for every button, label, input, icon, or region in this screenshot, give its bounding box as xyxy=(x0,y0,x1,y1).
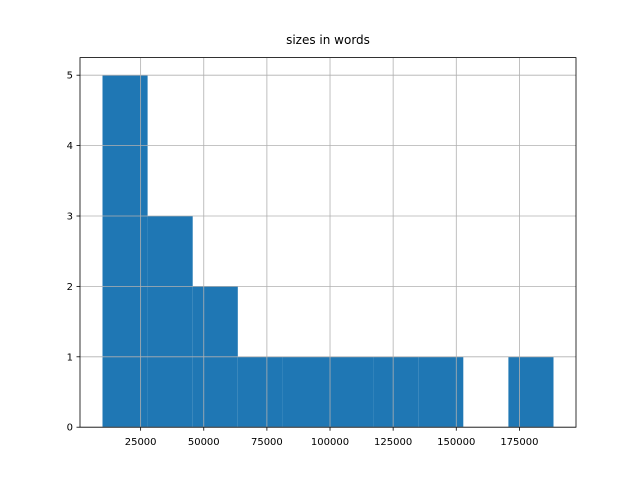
bar xyxy=(147,216,193,428)
bar xyxy=(373,356,419,428)
bar xyxy=(328,356,374,428)
x-tick-label: 50000 xyxy=(188,437,220,448)
x-tick-label: 175000 xyxy=(500,437,538,448)
y-tick-label: 5 xyxy=(67,71,73,82)
y-tick-label: 1 xyxy=(67,352,73,363)
y-tick-label: 3 xyxy=(67,212,73,223)
bar xyxy=(282,356,328,428)
x-tick-label: 100000 xyxy=(311,437,349,448)
x-tick-label: 125000 xyxy=(374,437,412,448)
bar xyxy=(102,75,148,428)
y-tick-label: 0 xyxy=(67,423,73,434)
x-tick-label: 75000 xyxy=(251,437,283,448)
y-tick-label: 4 xyxy=(67,141,73,152)
x-tick-label: 150000 xyxy=(437,437,475,448)
y-tick-label: 2 xyxy=(67,282,73,293)
bar xyxy=(508,356,554,428)
bar xyxy=(237,356,283,428)
chart-title: sizes in words xyxy=(286,33,370,47)
bar xyxy=(418,356,464,428)
x-tick-label: 25000 xyxy=(125,437,157,448)
plot-frame xyxy=(79,57,577,428)
